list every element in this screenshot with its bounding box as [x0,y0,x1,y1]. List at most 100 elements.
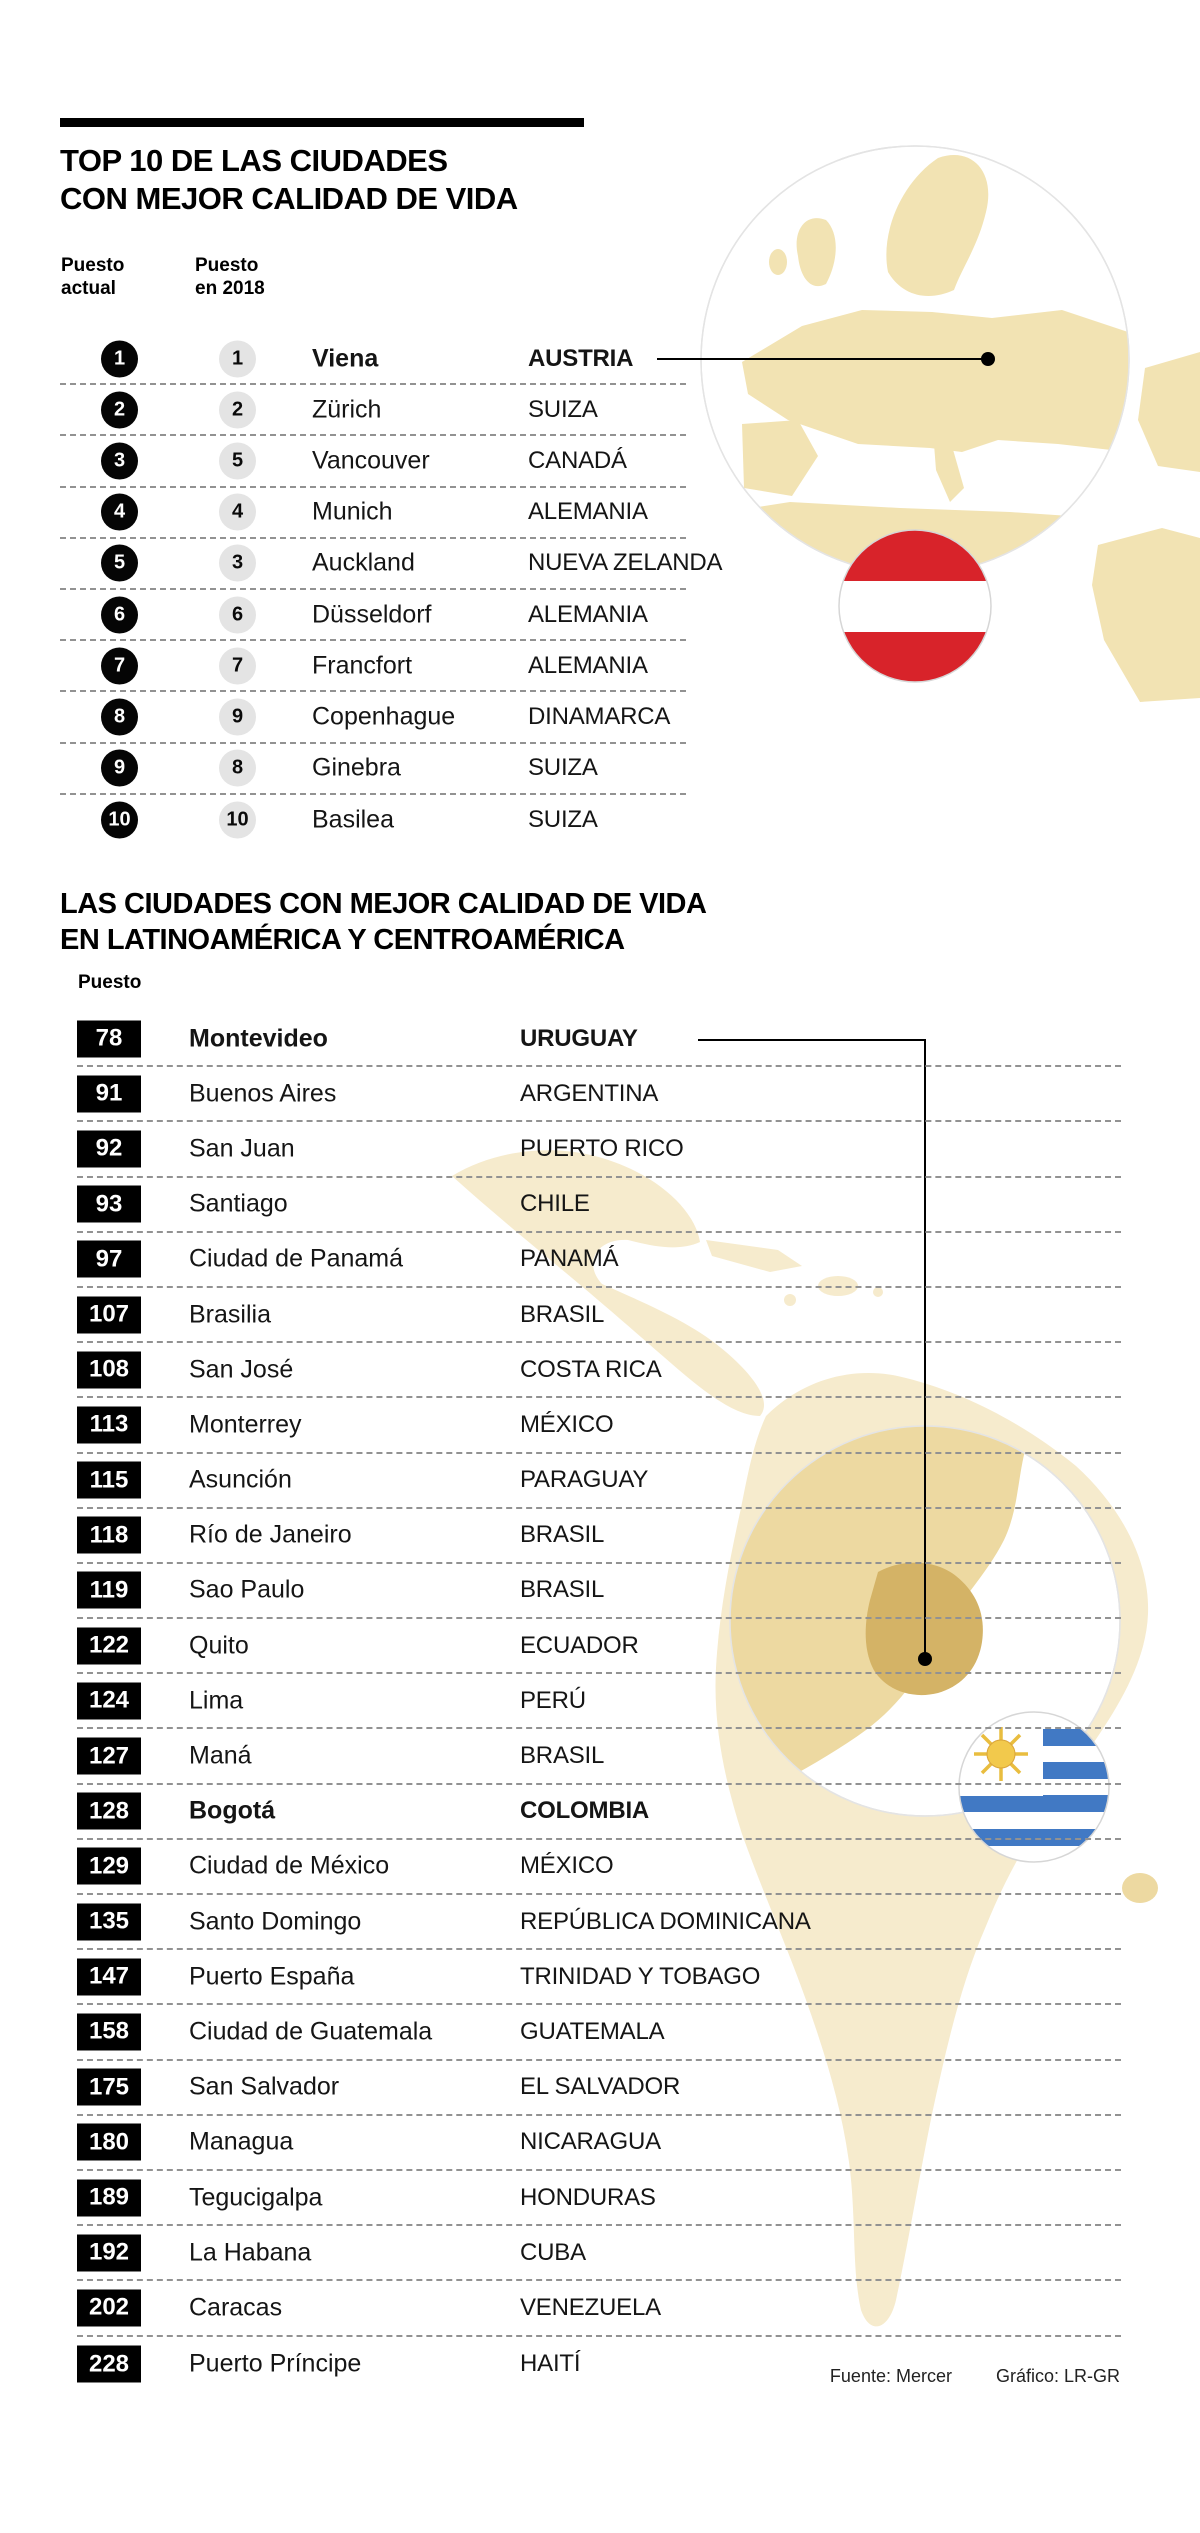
rank-2018-badge: 3 [219,544,256,582]
city-label: Bogotá [189,1796,276,1825]
latam-ranking-row: 228 Puerto Príncipe HAITÍ [77,2337,1121,2392]
latam-title-line2: EN LATINOAMÉRICA Y CENTROAMÉRICA [60,924,625,956]
pointer-line-uruguay [698,1039,926,1654]
city-label: Sao Paulo [189,1575,305,1604]
country-label: CANADÁ [528,446,627,474]
country-label: COSTA RICA [520,1355,662,1383]
rank-2018-badge: 6 [219,596,256,634]
top-section-title: TOP 10 DE LAS CIUDADES CON MEJOR CALIDAD… [60,142,518,218]
rank-2018-badge: 5 [219,442,256,480]
rank-badge: 97 [77,1240,141,1278]
rank-badge: 202 [77,2289,141,2327]
city-label: Maná [189,1741,252,1770]
city-label: Lima [189,1686,244,1715]
city-label: Puerto Príncipe [189,2349,362,2378]
latam-ranking-row: 113 Monterrey MÉXICO [77,1398,1121,1454]
rank-badge: 92 [77,1130,141,1168]
latam-ranking-row: 97 Ciudad de Panamá PANAMÁ [77,1233,1121,1288]
top-ranking-row: 5 3 Auckland NUEVA ZELANDA [60,539,723,590]
rank-current-badge: 5 [101,544,138,582]
country-label: ARGENTINA [520,1079,659,1107]
jamaica-shape [784,1294,796,1306]
rank-badge: 124 [77,1682,141,1720]
rank-current-badge: 4 [101,493,138,531]
country-label: ALEMANIA [528,651,648,679]
city-label: Río de Janeiro [189,1520,352,1549]
country-label: CHILE [520,1190,590,1218]
city-label: Munich [312,497,393,526]
country-label: GUATEMALA [520,2017,665,2045]
latam-ranking-row: 158 Ciudad de Guatemala GUATEMALA [77,2005,1121,2061]
rank-2018-badge: 1 [219,340,256,378]
country-label: ALEMANIA [528,600,648,628]
latam-ranking-row: 180 Managua NICARAGUA [77,2116,1121,2171]
latam-ranking-row: 115 Asunción PARAGUAY [77,1454,1121,1509]
latam-title-line1: LAS CIUDADES CON MEJOR CALIDAD DE VIDA [60,888,707,920]
rank-current-badge: 9 [101,749,138,787]
latam-section-title: LAS CIUDADES CON MEJOR CALIDAD DE VIDA E… [60,886,707,958]
city-label: Caracas [189,2293,283,2322]
country-label: VENEZUELA [520,2293,661,2321]
source-label: Fuente: Mercer [829,2366,952,2386]
col-header-2018-line1: Puesto [195,255,259,276]
rank-2018-badge: 7 [219,647,256,685]
europe-mainland-shape [742,310,1129,452]
latam-ranking-list: 78 Montevideo URUGUAY 91 Buenos Aires AR… [77,1012,1121,2392]
city-label: Basilea [312,805,394,834]
country-label: HAITÍ [520,2350,581,2378]
country-label: BRASIL [520,1576,605,1604]
city-label: Buenos Aires [189,1079,337,1108]
country-label: COLOMBIA [520,1797,650,1825]
city-label: Ginebra [312,753,401,782]
country-label: ECUADOR [520,1631,639,1659]
col-header-2018-rank: Puesto en 2018 [195,254,265,300]
col-header-current-line2: actual [61,278,116,299]
top-ranking-row: 3 5 Vancouver CANADÁ [60,436,686,488]
country-label: SUIZA [528,754,598,782]
city-label: San Salvador [189,2072,340,2101]
rank-current-badge: 8 [101,698,138,736]
rank-badge: 128 [77,1792,141,1830]
latam-ranking-row: 93 Santiago CHILE [77,1178,1121,1233]
country-label: PARAGUAY [520,1466,649,1494]
top-ranking-list: 1 1 Viena AUSTRIA 2 2 Zürich SUIZA 3 5 V… [60,334,723,846]
latam-ranking-row: 147 Puerto España TRINIDAD Y TOBAGO [77,1950,1121,2006]
latam-ranking-row: 91 Buenos Aires ARGENTINA [77,1067,1121,1123]
city-label: Monterrey [189,1410,302,1439]
city-label: San José [189,1355,294,1384]
italy-shape [934,444,964,502]
country-label: SUIZA [528,806,598,834]
col-header-rank: Puesto [78,972,142,993]
puertorico-shape [873,1287,883,1297]
latam-ranking-row: 107 Brasilia BRASIL [77,1288,1121,1344]
latam-ranking-row: 119 Sao Paulo BRASIL [77,1564,1121,1620]
rank-badge: 91 [77,1075,141,1113]
rank-current-badge: 10 [101,801,138,839]
footer-credits: Fuente: Mercer Gráfico: LR-GR [830,2366,1120,2387]
country-label: AUSTRIA [528,344,634,372]
ireland-shape [769,249,787,275]
city-label: Auckland [312,548,415,577]
rank-badge: 115 [77,1461,141,1499]
rank-2018-badge: 2 [219,391,256,429]
rank-badge: 78 [77,1020,141,1058]
col-header-current-line1: Puesto [61,255,125,276]
uruguay-flag-icon [958,1711,1110,1863]
rank-badge: 192 [77,2234,141,2272]
city-label: Santiago [189,1189,288,1218]
latam-ranking-row: 92 San Juan PUERTO RICO [77,1122,1121,1178]
country-label: NUEVA ZELANDA [528,549,723,577]
rank-badge: 127 [77,1737,141,1775]
rank-badge: 108 [77,1351,141,1389]
city-label: San Juan [189,1134,295,1163]
cuba-shape [706,1240,802,1272]
rank-current-badge: 2 [101,391,138,429]
country-label: URUGUAY [520,1024,638,1052]
latam-ranking-row: 135 Santo Domingo REPÚBLICA DOMINICANA [77,1895,1121,1951]
rank-2018-badge: 4 [219,493,256,531]
latam-ranking-row: 128 Bogotá COLOMBIA [77,1785,1121,1840]
top-ranking-row: 4 4 Munich ALEMANIA [60,488,686,539]
latam-ranking-row: 108 San José COSTA RICA [77,1343,1121,1399]
country-label: PERÚ [520,1686,586,1714]
rank-badge: 175 [77,2068,141,2106]
